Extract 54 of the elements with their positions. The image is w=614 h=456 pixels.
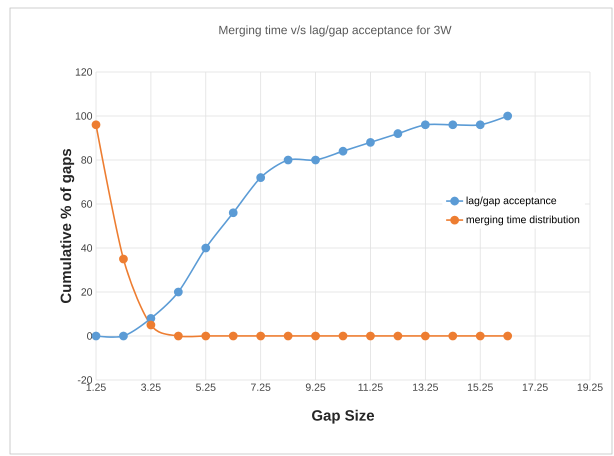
point [366, 332, 375, 340]
x-tick-label: 15.25 [468, 384, 493, 391]
x-tick-label: 3.25 [141, 384, 161, 391]
point [201, 244, 210, 252]
point [92, 332, 100, 340]
x-tick-label: 11.25 [358, 384, 383, 391]
point [119, 332, 128, 340]
x-tick-label: 9.25 [306, 384, 326, 391]
point [174, 332, 183, 340]
point [366, 138, 375, 147]
point [228, 208, 238, 218]
y-axis-title: Cumulative % of gaps [60, 148, 74, 304]
chart-title: Merging time v/s lag/gap acceptance for 3W [219, 25, 452, 37]
point [92, 120, 100, 130]
x-tick-label: 19.25 [578, 384, 603, 391]
point [311, 332, 320, 340]
point [228, 332, 238, 340]
y-tick-label: 80 [81, 156, 92, 164]
point [146, 320, 156, 330]
x-tick-label: 1.25 [86, 384, 106, 391]
legend-label: merging time distribution [466, 216, 580, 226]
point [284, 332, 293, 340]
point [393, 129, 402, 138]
point [393, 332, 402, 340]
x-tick-label: 17.25 [522, 384, 548, 391]
x-tick-label: 13.25 [413, 384, 438, 391]
y-tick-label: 0 [87, 332, 92, 340]
point [201, 332, 210, 340]
point [476, 120, 485, 130]
point [311, 156, 320, 164]
x-tick-label: 5.25 [196, 384, 216, 391]
y-tick-label: 100 [76, 112, 92, 120]
point [338, 146, 348, 156]
y-tick-label: 60 [81, 200, 92, 208]
point [174, 288, 183, 296]
y-tick-label: 120 [76, 68, 92, 76]
point [448, 120, 458, 130]
point [284, 156, 293, 164]
point [119, 254, 128, 264]
legend-label: lag/gap acceptance [466, 196, 556, 206]
y-tick-label: 20 [81, 288, 92, 296]
y-tick-label: -20 [78, 376, 92, 384]
point [503, 112, 512, 120]
point [420, 332, 430, 340]
point [420, 120, 430, 130]
point [448, 332, 458, 340]
point [256, 332, 266, 340]
point [476, 332, 485, 340]
point [503, 332, 512, 340]
x-axis-title: Gap Size [312, 410, 374, 424]
point [338, 332, 348, 340]
point [256, 173, 266, 182]
x-tick-label: 7.25 [251, 384, 270, 391]
y-tick-label: 40 [81, 244, 92, 252]
